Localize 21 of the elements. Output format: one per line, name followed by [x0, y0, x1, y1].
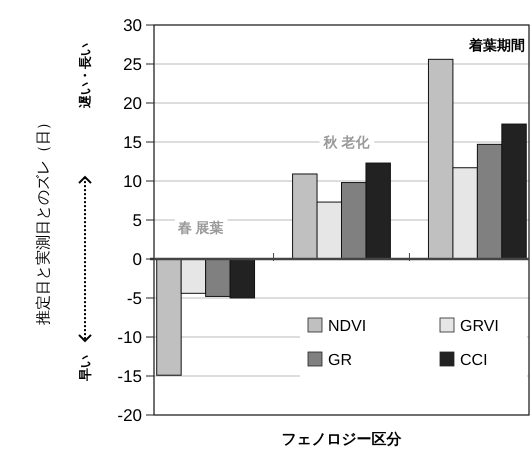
legend-label: GRVI [460, 318, 499, 335]
y-tick-label: 0 [132, 250, 142, 269]
y-tick-label: 20 [123, 94, 142, 113]
legend-label: GR [328, 352, 352, 369]
y-tick-label: 15 [123, 132, 142, 152]
y-tick-label: -20 [117, 406, 142, 425]
y-tick-label: -5 [126, 288, 142, 308]
legend-label: NDVI [328, 318, 366, 335]
y-tick-label: 5 [132, 210, 142, 230]
y-tick-label: -10 [117, 328, 142, 347]
y-tick-label: 30 [123, 16, 142, 35]
text: 早い [78, 355, 93, 382]
y-tick-label: -15 [117, 366, 142, 386]
y-tick-label: 10 [123, 172, 142, 191]
text: 遅い・長い [78, 43, 93, 110]
x-axis-title: フェノロジー区分 [282, 431, 402, 448]
x-tick-label: 着葉期間 [468, 37, 525, 54]
x-tick-label: 春 展葉 [176, 220, 224, 236]
y-axis-title: 推定日と実測日とのズレ（日） [35, 115, 52, 325]
y-tick-label: 25 [123, 54, 142, 74]
legend-label: CCI [460, 352, 488, 369]
